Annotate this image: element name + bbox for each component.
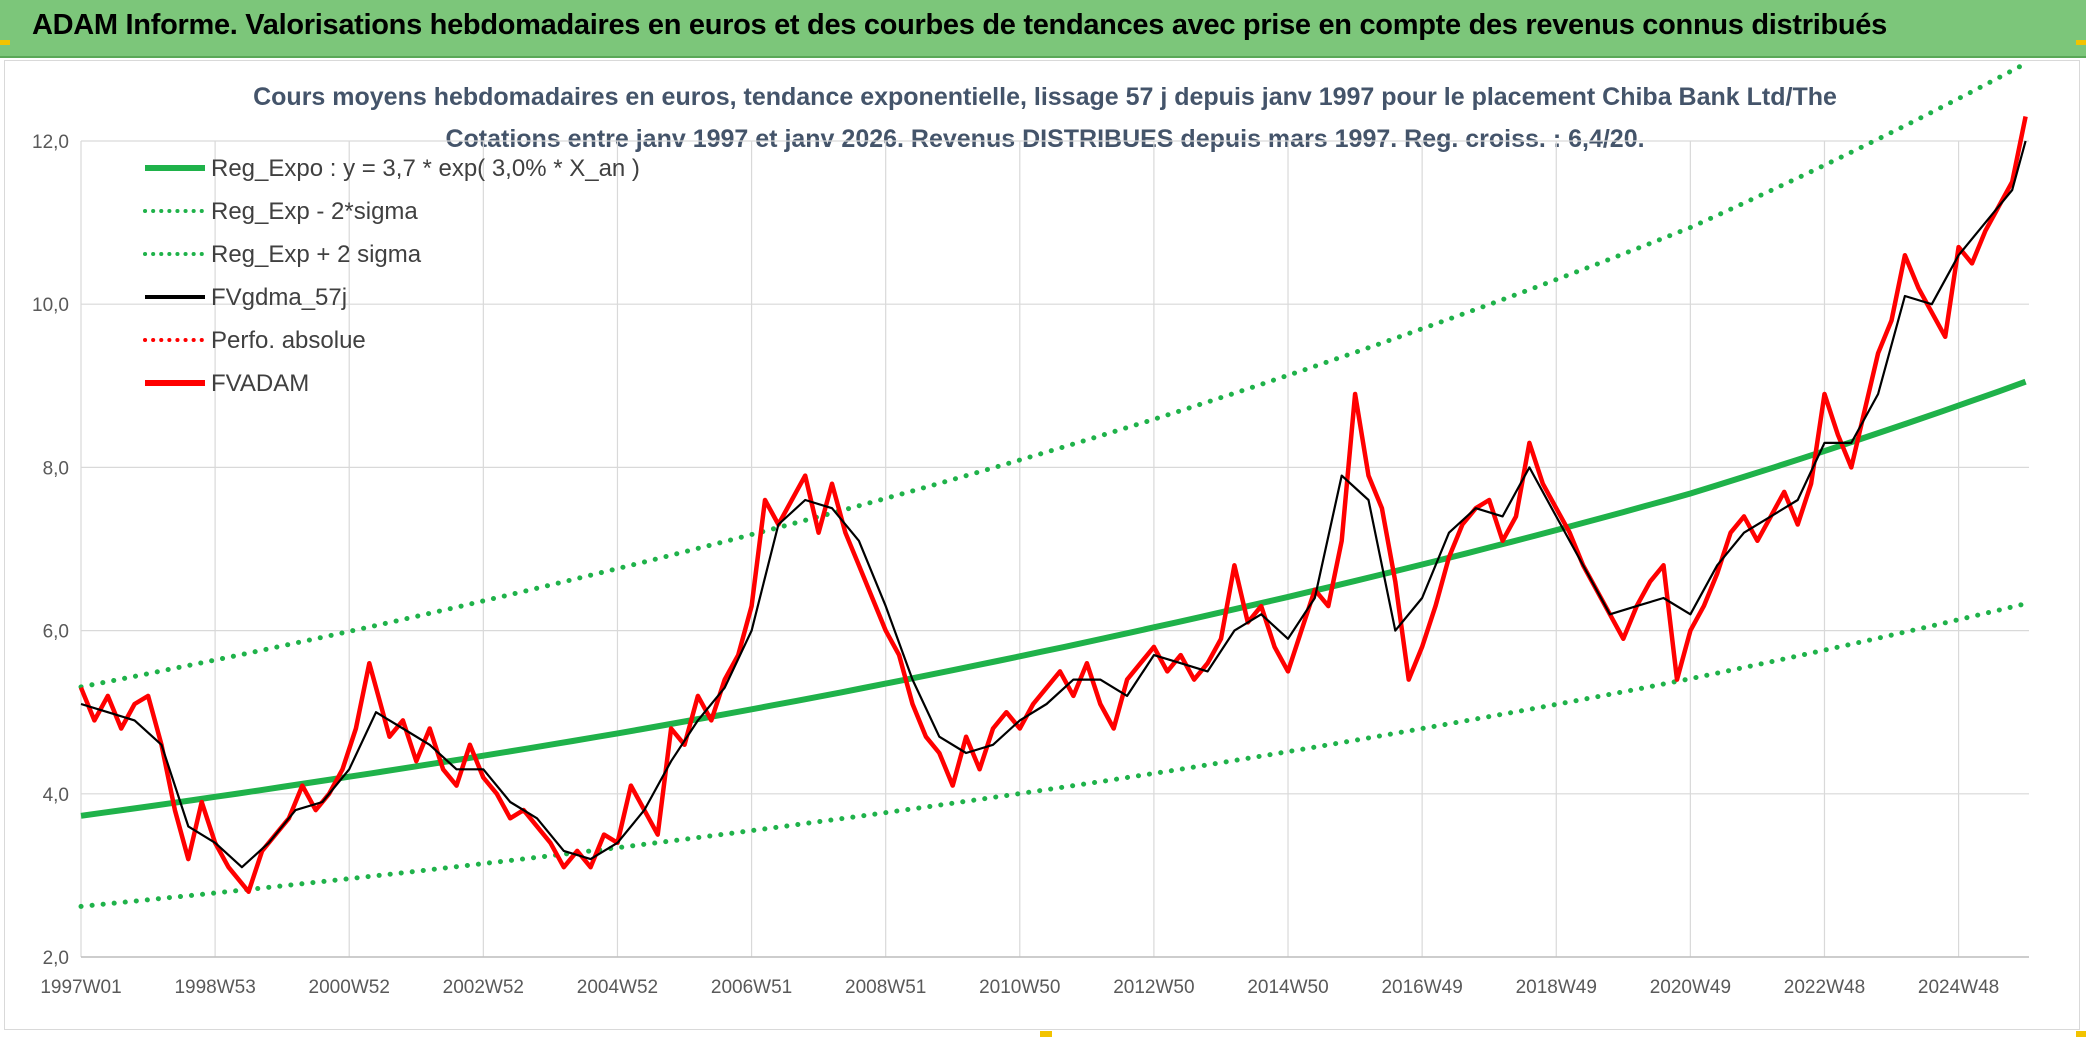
chart-frame: Cours moyens hebdomadaires en euros, ten… — [4, 60, 2080, 1030]
x-tick-label: 1998W53 — [174, 977, 255, 998]
y-tick-label: 12,0 — [32, 132, 69, 153]
grid-layer — [80, 140, 2029, 958]
x-tick-label: 2004W52 — [577, 977, 658, 998]
report-title: ADAM Informe. Valorisations hebdomadaire… — [32, 9, 1887, 41]
series-reg-expo — [80, 378, 2027, 819]
x-tick-label: 2006W51 — [711, 977, 792, 998]
series-layer — [78, 61, 2029, 909]
x-tick-label: 2010W50 — [979, 977, 1060, 998]
legend-label: Perfo. absolue — [211, 327, 366, 354]
legend-label: FVADAM — [211, 370, 309, 397]
legend-label: Reg_Exp - 2*sigma — [211, 198, 418, 225]
corner-mark-bottom-right — [2076, 1031, 2086, 1037]
chart-legend: Reg_Expo : y = 3,7 * exp( 3,0% * X_an ) R… — [143, 155, 640, 397]
y-tick-label: 8,0 — [43, 458, 69, 479]
legend-label: Reg_Exp + 2 sigma — [211, 241, 422, 268]
series-reg-exp-minus-2sigma — [78, 601, 2029, 909]
x-tick-label: 1997W01 — [40, 977, 121, 998]
chart-title: Cours moyens hebdomadaires en euros, ten… — [253, 83, 1837, 111]
x-tick-label: 2014W50 — [1247, 977, 1328, 998]
x-tick-label: 2008W51 — [845, 977, 926, 998]
x-tick-label: 2024W48 — [1918, 977, 1999, 998]
x-tick-label: 2000W52 — [309, 977, 390, 998]
series-fvgdma-57j — [80, 140, 2027, 869]
series-reg-exp-plus-2sigma — [78, 61, 2029, 690]
series-fvadam — [78, 116, 2028, 894]
y-tick-label: 6,0 — [43, 622, 69, 643]
x-tick-label: 2002W52 — [443, 977, 524, 998]
x-tick-label: 2018W49 — [1516, 977, 1597, 998]
chart-subtitle: Cotations entre janv 1997 et janv 2026. … — [445, 125, 1644, 153]
corner-mark-top-left — [0, 40, 10, 45]
corner-mark-bottom-center — [1040, 1031, 1052, 1037]
x-tick-label: 2020W49 — [1650, 977, 1731, 998]
x-tick-label: 2016W49 — [1381, 977, 1462, 998]
x-tick-label: 2012W50 — [1113, 977, 1194, 998]
report-banner: ADAM Informe. Valorisations hebdomadaire… — [0, 0, 2086, 58]
corner-mark-top-right — [2076, 40, 2086, 45]
legend-label: FVgdma_57j — [211, 284, 347, 311]
y-tick-label: 4,0 — [43, 785, 69, 806]
legend-label: Reg_Expo : y = 3,7 * exp( 3,0% * X_an ) — [211, 155, 640, 182]
axis-layer: 2,0 4,0 6,0 8,0 10,0 12,0 1997W01 1998W53 2000W5… — [32, 132, 2029, 998]
y-tick-label: 10,0 — [32, 295, 69, 316]
x-tick-label: 2022W48 — [1784, 977, 1865, 998]
y-tick-label: 2,0 — [43, 948, 69, 969]
chart-svg: Cours moyens hebdomadaires en euros, ten… — [32, 61, 2029, 998]
